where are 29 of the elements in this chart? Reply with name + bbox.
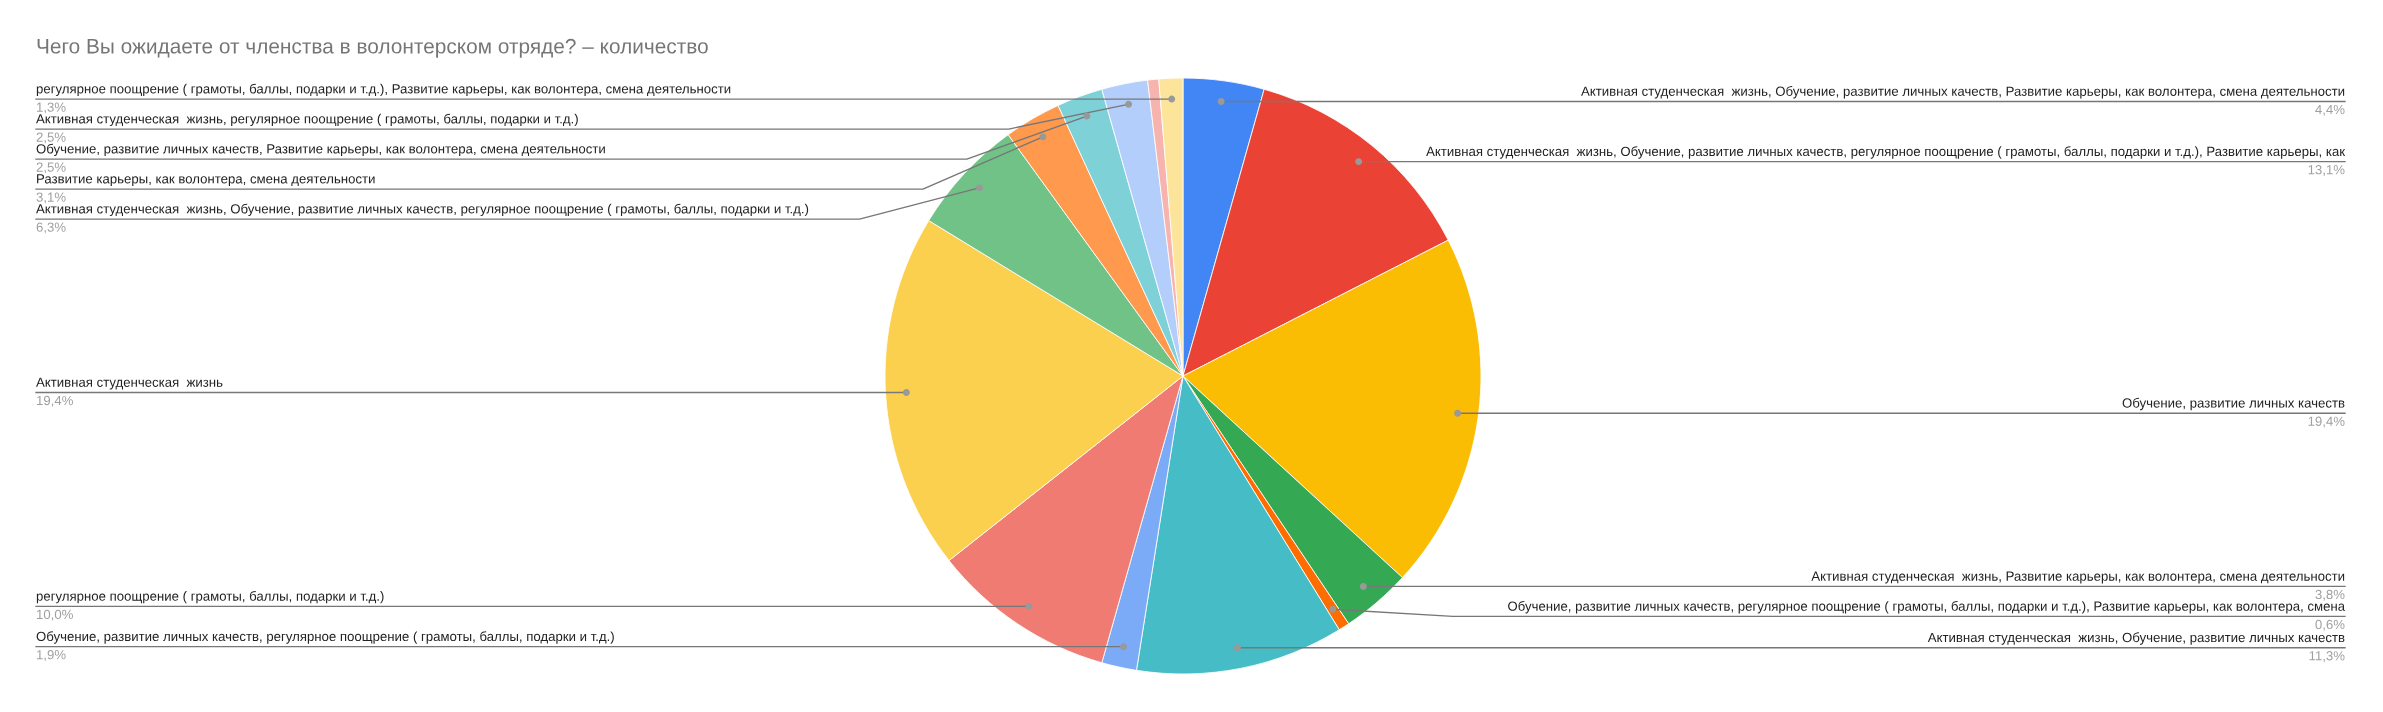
slice-label: Обучение, развитие личных качеств, регулярное поощрение ( грамоты, баллы, подарки и т.д.) <box>36 631 614 644</box>
data-label: 2,5% <box>36 132 66 144</box>
data-label: 10,0% <box>37 609 73 621</box>
data-label: 1,9% <box>37 650 66 661</box>
slice-label: Активная студенческая жизнь, Обучение, развитие личных качеств, регулярное поощрение ( грамоты, баллы, подарки и т.д.), Развитие карьеры, как <box>1426 146 2346 159</box>
slice-label: Развитие карьеры, как волонтера, смена деятельности <box>37 174 375 187</box>
slice-label: Активная студенческая жизнь, Обучение, развитие личных качеств, регулярное поощрение ( грамоты, баллы, подарки и т.д.) <box>36 203 809 217</box>
data-label: 13,1% <box>2308 165 2345 176</box>
slice-label: Обучение, развитие личных качеств, Развитие карьеры, как волонтера, смена деятельности <box>36 143 605 157</box>
slice-label: Обучение, развитие личных качеств <box>2122 397 2345 411</box>
data-label: 3,1% <box>36 192 66 204</box>
chart-title: Чего Вы ожидаете от членства в волонтерском отряде? – количество <box>37 38 708 58</box>
slice-label: Активная студенческая жизнь, Обучение, развитие личных качеств, Развитие карьеры, как волонтера, смена деятельности <box>1581 86 2345 99</box>
data-label: 19,4% <box>2308 416 2345 428</box>
data-label: 3,8% <box>2315 589 2345 601</box>
data-label: 0,6% <box>2315 619 2345 631</box>
slice-label: Обучение, развитие личных качеств, регулярное поощрение ( грамоты, баллы, подарки и т.д.), Развитие карьеры, как волонтера, смена <box>1508 601 2346 614</box>
data-label: 19,4% <box>37 395 73 407</box>
slice-label: Активная студенческая жизнь, Обучение, развитие личных качеств <box>1927 632 2345 645</box>
data-label: 2,5% <box>36 162 66 174</box>
slice-label: регулярное поощрение ( грамоты, баллы, подарки и т.д.) <box>36 590 384 604</box>
data-label: 6,3% <box>36 222 66 234</box>
slice-label: Активная студенческая жизнь, регулярное поощрение ( грамоты, баллы, подарки и т.д.) <box>36 113 578 127</box>
slice-label: регулярное поощрение ( грамоты, баллы, подарки и т.д.), Развитие карьеры, как волонтера, смена деятельности <box>36 83 731 97</box>
slice-label: Активная студенческая жизнь, Развитие карьеры, как волонтера, смена деятельности <box>1811 571 2345 584</box>
slice-label: Активная студенческая жизнь <box>36 377 223 390</box>
data-label: 4,4% <box>2315 104 2345 116</box>
data-label: 11,3% <box>2309 651 2345 662</box>
data-label: 1,3% <box>37 102 66 114</box>
